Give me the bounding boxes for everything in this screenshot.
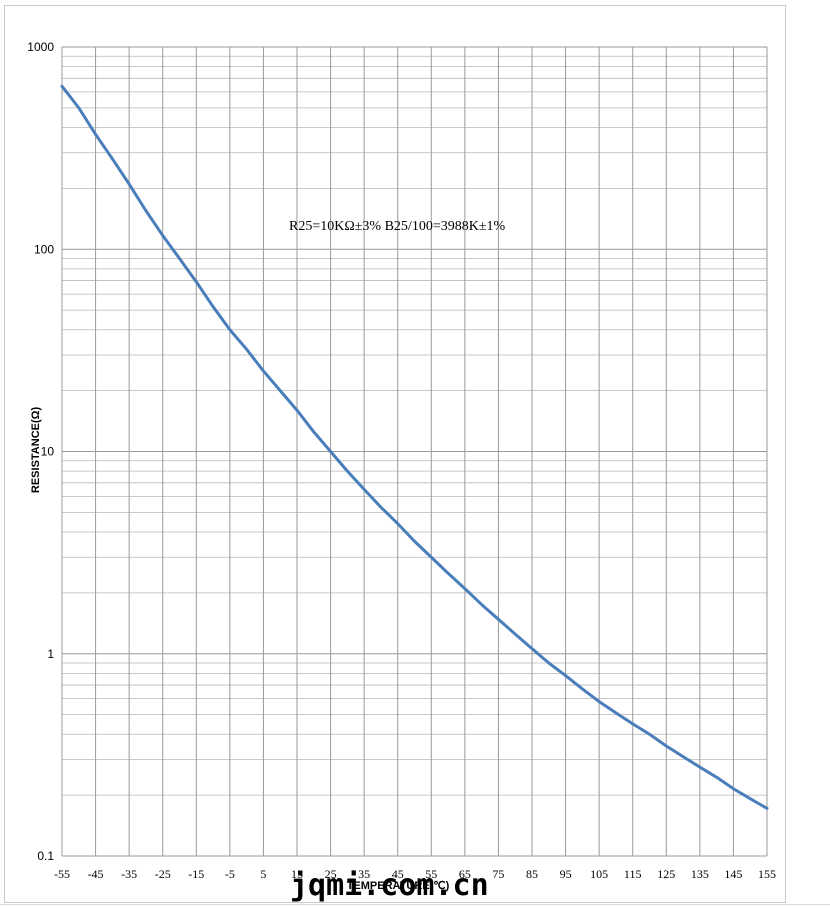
x-tick-label: 5 [260,867,266,881]
x-tick-label: 145 [724,867,742,881]
y-axis-label: RESISTANCE(Ω) [30,407,42,494]
x-tick-label: 155 [758,867,776,881]
x-tick-label: 65 [459,867,471,881]
x-tick-label: 105 [590,867,608,881]
x-tick-label: 15 [291,867,303,881]
x-tick-label: 115 [624,867,642,881]
x-tick-label: 55 [425,867,437,881]
x-tick-label: -45 [88,867,104,881]
x-tick-label: -55 [54,867,70,881]
x-tick-label: -5 [225,867,235,881]
watermark: jqmi.com.cn [290,868,489,903]
x-tick-label: 135 [691,867,709,881]
x-tick-label: -25 [155,867,171,881]
chart-annotation: R25=10KΩ±3% B25/100=3988K±1% [289,219,506,234]
x-tick-label: 25 [325,867,337,881]
x-tick-label: 35 [358,867,370,881]
x-tick-label: -15 [188,867,204,881]
grid [61,46,768,857]
y-tick-label: 0.1 [37,849,54,863]
y-tick-label: 100 [34,242,54,256]
page-bottom-rule [0,904,830,905]
x-tick-label: 45 [392,867,404,881]
x-tick-label: 85 [526,867,538,881]
y-tick-label: 10 [41,445,55,459]
series-line [60,84,769,810]
x-tick-label: -35 [121,867,137,881]
y-tick-label: 1 [47,647,54,661]
x-tick-labels: -55 -45 -35 -25 -15 -5 5 15 25 35 45 55 65 75 85 95 105 1… [54,867,776,881]
x-tick-label: 75 [492,867,504,881]
y-tick-labels: 0.1 1 10 100 1000 [27,40,54,863]
x-axis-label: TEMPERATURE(℃) [347,880,450,892]
x-tick-label: 95 [560,867,572,881]
x-tick-label: 125 [657,867,675,881]
y-tick-label: 1000 [27,40,54,54]
chart-frame [4,5,786,903]
